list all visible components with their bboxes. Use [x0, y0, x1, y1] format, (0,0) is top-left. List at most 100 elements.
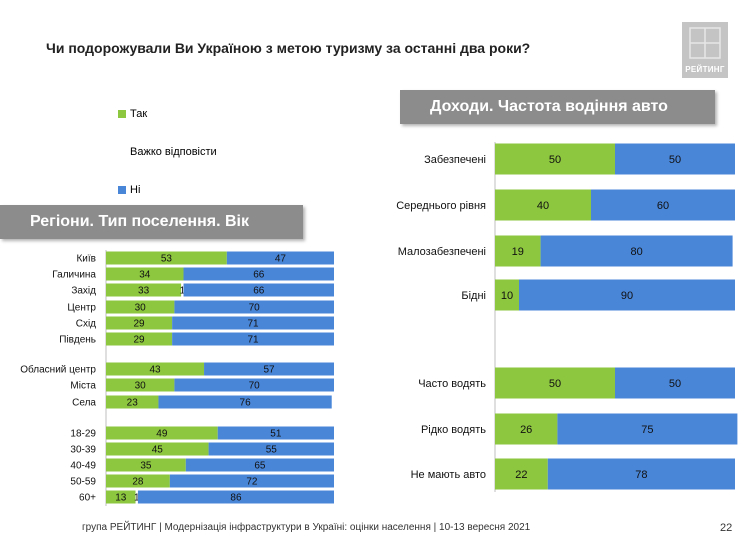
- income-data-label-yes: 22: [515, 469, 527, 481]
- region-category-label: 18-29: [70, 429, 96, 440]
- region-category-label: Київ: [76, 254, 96, 265]
- region-data-label-no: 66: [253, 286, 265, 297]
- legend-label-yes: Так: [130, 108, 148, 120]
- region-data-label-no: 72: [246, 477, 258, 488]
- income-category-label: Середнього рівня: [396, 200, 486, 212]
- income-data-label-yes: 19: [512, 246, 524, 258]
- income-bar-no: [615, 367, 735, 399]
- region-bar-yes: [106, 490, 136, 504]
- region-data-label-hard: 1: [180, 286, 186, 297]
- footer-source: група РЕЙТИНГ | Модернізація інфраструкт…: [82, 522, 531, 533]
- region-data-label-no: 71: [247, 319, 259, 330]
- region-category-label: 60+: [79, 493, 96, 504]
- region-category-label: Галичина: [52, 270, 96, 281]
- region-category-label: Обласний центр: [20, 364, 96, 376]
- region-bar-yes: [106, 426, 218, 440]
- region-bar-hard: [181, 283, 184, 297]
- region-bar-no: [226, 251, 334, 265]
- region-data-label-no: 76: [240, 398, 252, 409]
- legend-label-hard: Важко відповісти: [130, 146, 217, 158]
- income-bar-yes: [495, 367, 615, 399]
- region-bar-yes: [106, 283, 182, 297]
- income-bar-no: [557, 413, 738, 445]
- income-data-label-yes: 50: [549, 154, 561, 166]
- region-category-label: 50-59: [70, 477, 96, 488]
- region-bar-yes: [106, 362, 205, 376]
- income-bar-no: [547, 458, 735, 490]
- region-bar-no: [169, 474, 334, 488]
- region-data-label-yes: 23: [127, 398, 139, 409]
- chart-title-regions: Регіони. Тип поселення. Вік: [0, 205, 303, 239]
- income-bar-no: [615, 143, 735, 175]
- region-bar-no: [217, 426, 334, 440]
- region-data-label-no: 65: [254, 461, 266, 472]
- region-bar-yes: [106, 267, 184, 281]
- income-category-label: Часто водять: [418, 378, 486, 390]
- region-bar-no: [137, 490, 334, 504]
- region-data-label-yes: 43: [149, 365, 161, 376]
- income-bar-yes: [495, 458, 548, 490]
- region-category-label: Міста: [70, 381, 96, 392]
- region-bar-no: [174, 300, 334, 314]
- region-bar-yes: [106, 378, 175, 392]
- region-bar-yes: [106, 442, 209, 456]
- region-bar-yes: [106, 300, 175, 314]
- region-data-label-yes: 28: [132, 477, 144, 488]
- region-data-label-no: 70: [249, 303, 261, 314]
- rating-logo: РЕЙТИНГ: [682, 22, 728, 78]
- legend-swatch-yes: [118, 110, 126, 119]
- region-category-label: 30-39: [70, 445, 96, 456]
- region-data-label-no: 71: [247, 335, 259, 346]
- region-data-label-yes: 29: [133, 319, 145, 330]
- region-bar-yes: [106, 474, 170, 488]
- income-bar-no: [540, 235, 733, 267]
- region-data-label-yes: 53: [161, 254, 173, 265]
- income-data-label-yes: 10: [501, 290, 513, 302]
- region-bar-no: [158, 395, 332, 409]
- region-category-label: 40-49: [70, 461, 96, 472]
- legend-label-no: Ні: [130, 184, 141, 196]
- income-data-label-no: 75: [641, 424, 653, 436]
- income-bar-no: [519, 279, 735, 311]
- income-category-label: Не мають авто: [411, 469, 486, 481]
- income-bar-yes: [495, 279, 519, 311]
- region-data-label-no: 57: [263, 365, 275, 376]
- region-data-label-yes: 49: [156, 429, 168, 440]
- region-bar-no: [172, 316, 334, 330]
- region-category-label: Центр: [67, 303, 96, 314]
- logo-emblem-icon: [689, 27, 721, 59]
- region-bar-no: [174, 378, 334, 392]
- region-bar-yes: [106, 458, 186, 472]
- region-bar-no: [172, 332, 334, 346]
- region-bar-yes: [106, 332, 173, 346]
- region-data-label-yes: 33: [138, 286, 150, 297]
- region-bar-yes: [106, 395, 159, 409]
- region-data-label-no: 47: [275, 254, 287, 265]
- income-category-label: Бідні: [461, 290, 486, 302]
- income-bar-yes: [495, 235, 541, 267]
- region-data-label-no: 66: [253, 270, 265, 281]
- logo-text: РЕЙТИНГ: [685, 65, 725, 74]
- region-data-label-yes: 29: [133, 335, 145, 346]
- income-category-label: Малозабезпечені: [398, 246, 486, 258]
- legend-item-no: Ні: [118, 184, 140, 196]
- legend-item-yes: Так: [118, 108, 147, 120]
- legend-swatch-no: [118, 186, 126, 195]
- region-category-label: Схід: [76, 319, 96, 330]
- region-category-label: Захід: [71, 286, 96, 297]
- region-bar-no: [183, 283, 334, 297]
- region-bar-no: [185, 458, 334, 472]
- region-bar-yes: [106, 316, 173, 330]
- region-data-label-yes: 45: [152, 445, 164, 456]
- region-data-label-hard: 1: [134, 493, 140, 504]
- income-data-label-no: 50: [669, 378, 681, 390]
- region-category-label: Села: [72, 398, 96, 409]
- legend-item-hard: Важко відповісти: [118, 146, 217, 158]
- page-number: 22: [720, 522, 733, 534]
- region-data-label-yes: 34: [139, 270, 151, 281]
- income-data-label-no: 50: [669, 154, 681, 166]
- region-bar-no: [208, 442, 334, 456]
- income-bar-yes: [495, 143, 615, 175]
- region-data-label-no: 86: [230, 493, 242, 504]
